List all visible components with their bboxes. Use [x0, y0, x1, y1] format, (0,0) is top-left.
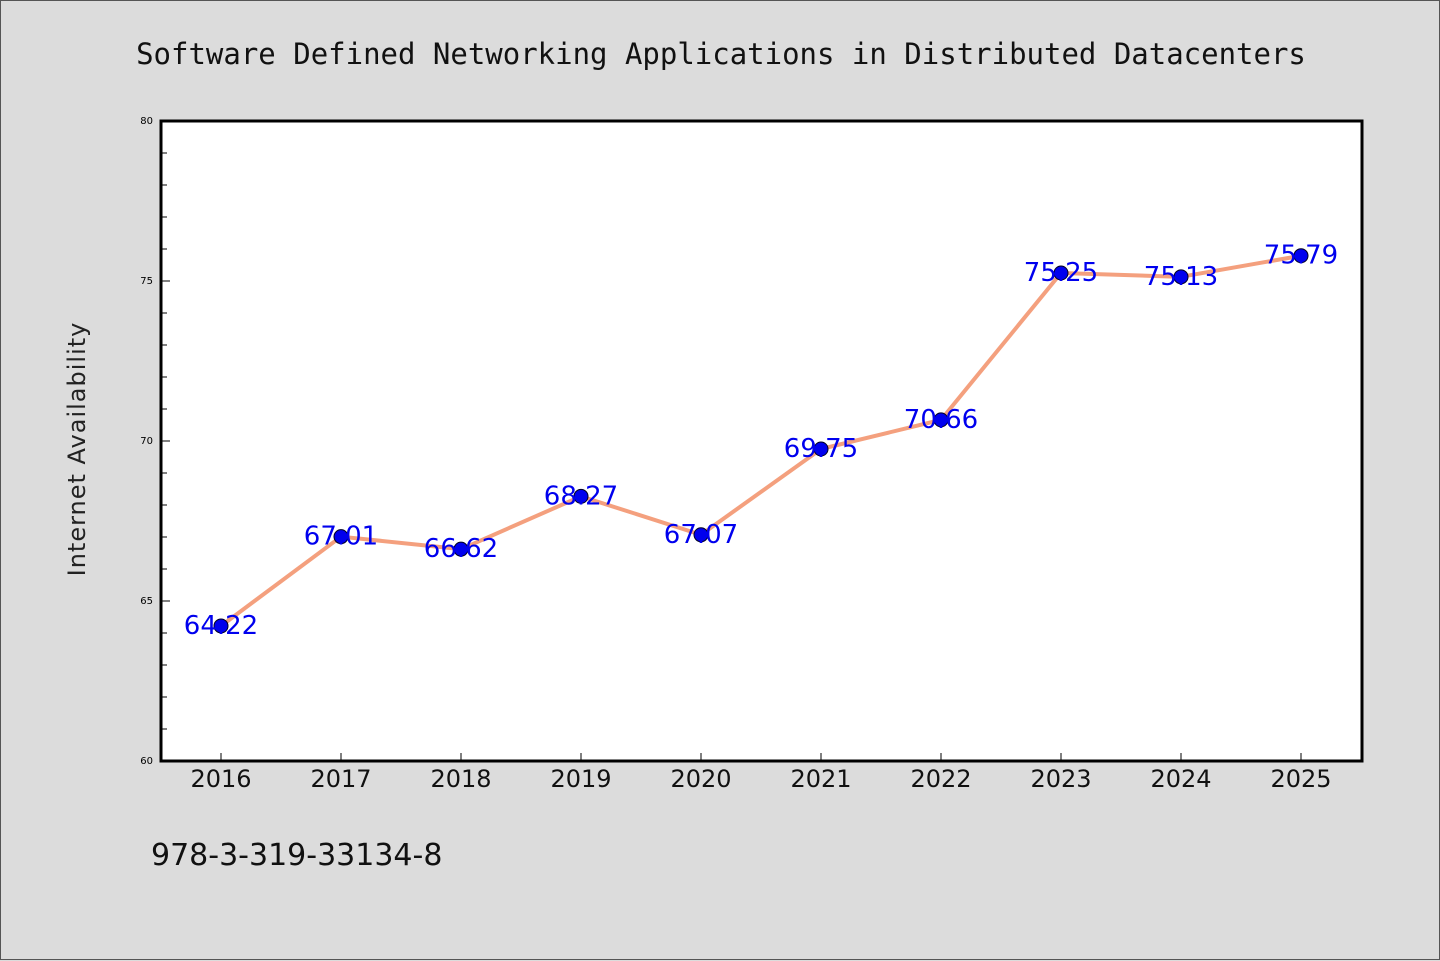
data-label: 75.13 — [1144, 262, 1218, 292]
data-label: 70.66 — [904, 405, 978, 435]
series-line — [219, 253, 1302, 628]
data-point — [573, 488, 589, 504]
x-tick-label: 2017 — [310, 765, 371, 793]
data-label: 67.07 — [664, 520, 738, 550]
y-tick-label: 65 — [140, 596, 153, 607]
data-label: 75.25 — [1024, 258, 1098, 288]
x-tick-label: 2019 — [550, 765, 611, 793]
data-point — [813, 441, 829, 457]
y-tick-label: 75 — [140, 276, 153, 287]
data-point — [1053, 265, 1069, 281]
x-tick-label: 2025 — [1270, 765, 1331, 793]
data-label: 67.01 — [304, 522, 378, 552]
data-point — [453, 541, 469, 557]
x-tick-label: 2022 — [910, 765, 971, 793]
x-tick-label: 2021 — [790, 765, 851, 793]
x-tick-label: 2020 — [670, 765, 731, 793]
x-tick-label: 2016 — [190, 765, 251, 793]
data-label: 66.62 — [424, 534, 498, 564]
data-series: 64.22 67.01 66.62 68.27 67.07 69.75 70.66 75.25… — [184, 241, 1338, 641]
data-label: 68.27 — [544, 481, 618, 511]
y-tick-label: 60 — [140, 756, 153, 767]
x-tick-label: 2024 — [1150, 765, 1211, 793]
plot-area — [159, 119, 1364, 763]
data-point — [1293, 248, 1309, 264]
y-tick-label: 70 — [140, 436, 153, 447]
data-label: 69.75 — [784, 434, 858, 464]
data-point — [213, 618, 229, 634]
data-point — [333, 529, 349, 545]
data-point — [1173, 269, 1189, 285]
x-tick-label: 2023 — [1030, 765, 1091, 793]
data-point — [693, 527, 709, 543]
footer-isbn: 978-3-319-33134-8 — [151, 838, 442, 873]
data-label: 75.79 — [1264, 241, 1338, 271]
data-label: 64.22 — [184, 611, 258, 641]
x-axis: 2016 2017 2018 2019 2020 2021 2022 2023 2024 2025 — [190, 753, 1332, 793]
x-tick-label: 2018 — [430, 765, 491, 793]
chart-title: Software Defined Networking Applications… — [136, 37, 1306, 71]
y-axis: 60 65 70 75 80 — [140, 116, 170, 767]
y-tick-label: 80 — [140, 116, 153, 127]
y-axis-label: Internet Availability — [63, 322, 91, 577]
data-point — [933, 412, 949, 428]
